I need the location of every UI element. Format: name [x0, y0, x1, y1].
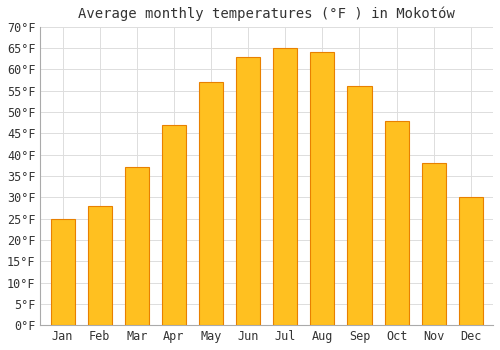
Bar [50, 219, 74, 325]
Title: Average monthly temperatures (°F ) in Mokotów: Average monthly temperatures (°F ) in Mo… [78, 7, 455, 21]
Bar [162, 125, 186, 325]
Bar [422, 163, 446, 325]
Bar [458, 197, 483, 325]
Bar [124, 167, 149, 325]
Bar [199, 82, 223, 325]
Bar [310, 52, 334, 325]
Bar [348, 86, 372, 325]
Bar [273, 48, 297, 325]
Bar [88, 206, 112, 325]
Bar [236, 57, 260, 325]
Bar [384, 120, 408, 325]
